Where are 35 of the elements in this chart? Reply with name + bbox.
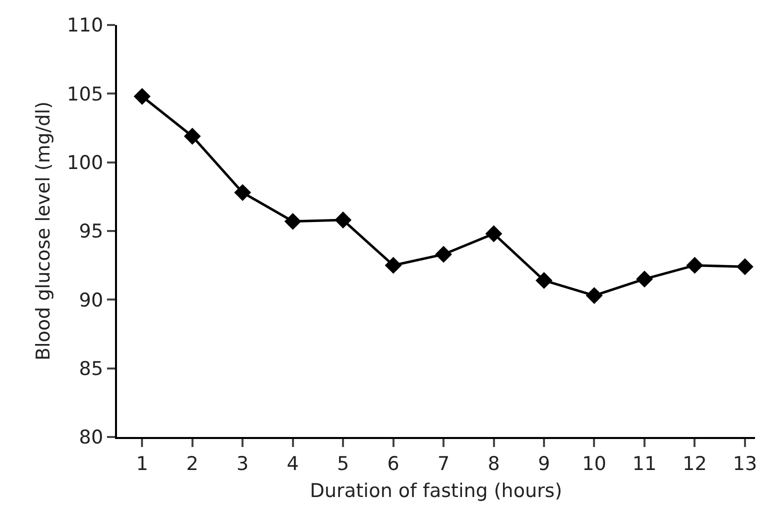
y-tick-label: 80 <box>79 426 104 449</box>
y-tick-label: 95 <box>79 220 104 243</box>
y-tick-label: 90 <box>79 289 104 312</box>
point <box>234 184 252 201</box>
x-tick-label: 11 <box>632 452 657 475</box>
point <box>334 212 352 228</box>
x-tick-label: 4 <box>286 452 299 475</box>
point <box>636 270 653 288</box>
x-tick-label: 3 <box>236 452 249 475</box>
x-tick-label: 12 <box>682 452 707 475</box>
x-tick-label: 9 <box>538 452 550 475</box>
point <box>184 128 201 145</box>
x-tick-label: 5 <box>337 452 350 475</box>
x-tick-label: 10 <box>582 452 606 475</box>
point <box>384 256 402 274</box>
point <box>435 246 452 263</box>
y-tick-label: 100 <box>66 152 104 174</box>
y-axis-title: Blood glucose level (mg/dl) <box>32 101 54 361</box>
point <box>686 256 704 274</box>
x-tick-label: 8 <box>488 452 500 475</box>
point <box>586 287 603 304</box>
y-tick-label: 110 <box>66 14 104 37</box>
point <box>485 225 502 242</box>
x-tick-label: 6 <box>387 452 400 475</box>
y-tick-label: 105 <box>66 83 104 106</box>
x-tick-label: 7 <box>437 452 450 475</box>
point <box>736 258 754 276</box>
x-tick-label: 2 <box>186 452 198 475</box>
point <box>284 212 302 230</box>
x-axis-title: Duration of fasting (hours) <box>310 480 562 502</box>
x-tick-label: 13 <box>732 452 758 475</box>
point <box>134 88 151 105</box>
x-tick-label: 1 <box>136 452 148 475</box>
point <box>536 272 552 289</box>
y-tick-label: 85 <box>79 358 104 380</box>
